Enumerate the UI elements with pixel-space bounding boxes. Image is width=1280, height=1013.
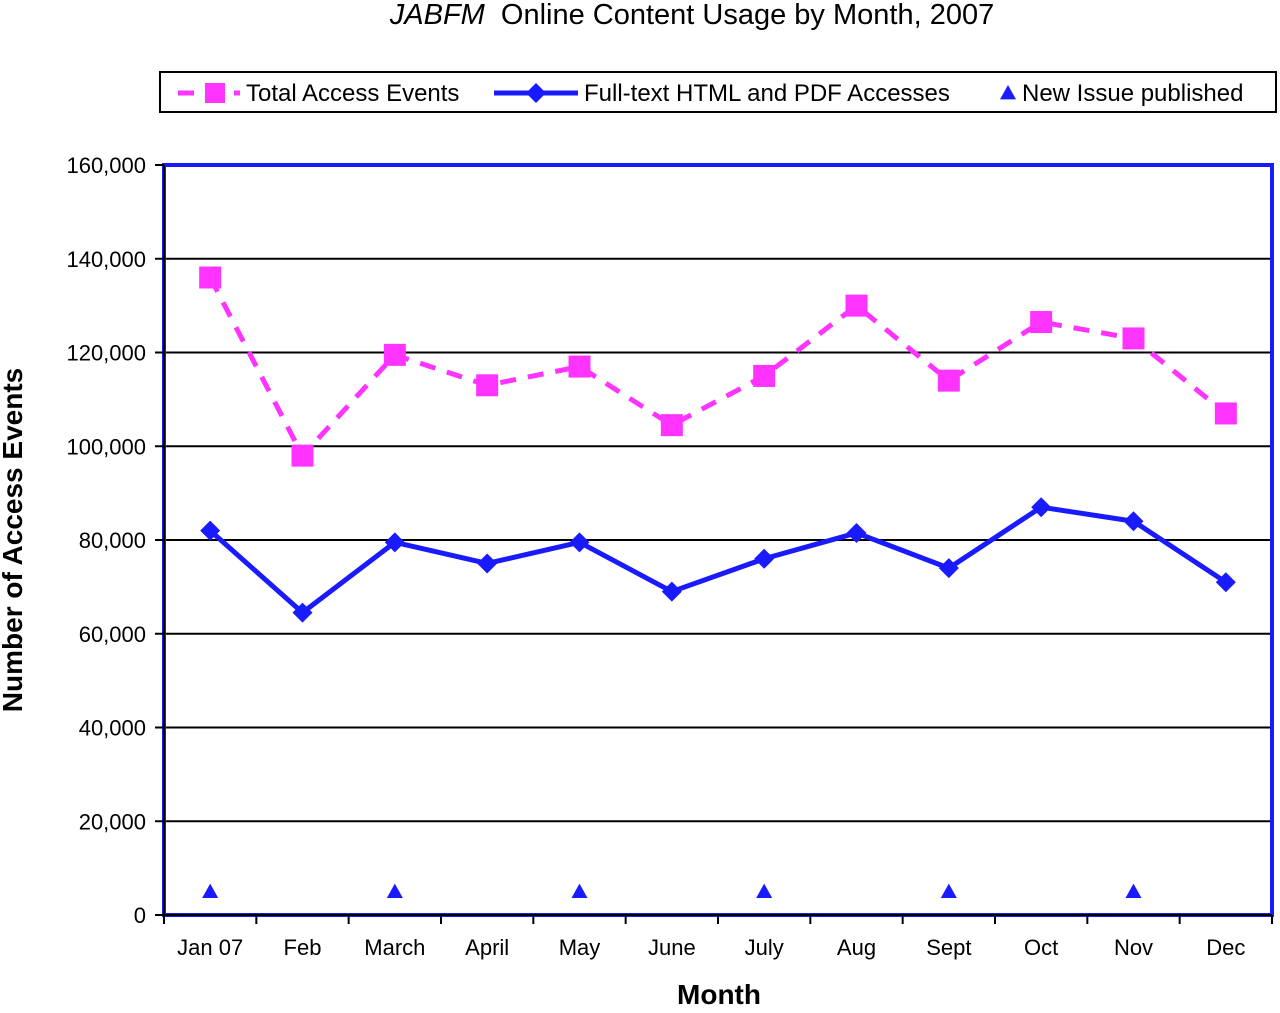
chart-title-rest: Online Content Usage by Month, 2007 [501, 0, 994, 31]
x-tick-label: Sept [926, 935, 971, 960]
y-tick-label: 20,000 [79, 809, 146, 834]
x-tick-label: Jan 07 [177, 935, 243, 960]
y-tick-label: 100,000 [66, 434, 146, 459]
x-tick-label: June [648, 935, 696, 960]
data-point-diamond [1031, 497, 1052, 518]
series-2 [202, 883, 1142, 898]
x-tick-label: Aug [837, 935, 876, 960]
series-line [208, 504, 1228, 616]
y-axis-title: Number of Access Events [0, 368, 28, 712]
x-tick-label: Nov [1114, 935, 1153, 960]
data-point-diamond [569, 532, 590, 553]
data-point-square [937, 369, 960, 392]
x-tick-label: May [559, 935, 601, 960]
legend-marker-diamond [526, 83, 546, 103]
data-point-square [1122, 327, 1145, 350]
data-point-square [291, 444, 314, 467]
series-layer [199, 266, 1237, 898]
legend-item: Total Access Events [178, 80, 459, 107]
data-point-square [660, 414, 683, 437]
y-tick-label: 80,000 [79, 528, 146, 553]
data-point-square [1214, 402, 1237, 425]
series-0 [199, 266, 1237, 467]
legend-item: Full-text HTML and PDF Accesses [494, 80, 950, 107]
legend-label: New Issue published [1022, 80, 1243, 107]
data-point-square [1030, 311, 1053, 334]
data-point-triangle [756, 883, 773, 898]
legend-label: Full-text HTML and PDF Accesses [584, 80, 950, 107]
data-point-diamond [938, 558, 959, 579]
x-tick-label: Feb [284, 935, 322, 960]
y-tick-label: 120,000 [66, 341, 146, 366]
y-tick-label: 160,000 [66, 153, 146, 178]
data-point-square [199, 266, 222, 289]
data-point-diamond [1215, 572, 1236, 593]
x-tick-label: March [364, 935, 425, 960]
series-1 [200, 497, 1236, 623]
data-point-triangle [386, 883, 403, 898]
data-point-diamond [846, 522, 867, 543]
series-line [207, 276, 1228, 459]
data-point-diamond [1123, 511, 1144, 532]
data-point-diamond [477, 553, 498, 574]
x-tick-label: Oct [1024, 935, 1058, 960]
x-ticks: Jan 07 Feb March April May June July Aug Sept Oct… [163, 915, 1273, 960]
data-point-triangle [1125, 883, 1142, 898]
data-point-square [845, 294, 868, 317]
data-point-triangle [571, 883, 588, 898]
legend-label: Total Access Events [246, 80, 459, 107]
data-point-triangle [202, 883, 219, 898]
x-tick-label: April [465, 935, 509, 960]
y-tick-label: 0 [134, 903, 146, 928]
x-tick-label: Dec [1206, 935, 1245, 960]
data-point-diamond [754, 548, 775, 569]
legend-box [159, 71, 1277, 113]
y-tick-label: 40,000 [79, 716, 146, 741]
data-point-triangle [940, 883, 957, 898]
y-ticks: 0 20,000 40,000 60,000 80,000 100,000 120,000 1… [66, 153, 164, 928]
legend-item: New Issue published [1000, 80, 1243, 107]
chart-title-italic: JABFM [389, 0, 486, 31]
gridlines [164, 257, 1272, 823]
data-point-diamond [292, 602, 313, 623]
data-point-square [476, 374, 499, 397]
x-axis-title: Month [677, 979, 761, 1008]
y-tick-label: 140,000 [66, 247, 146, 272]
data-point-diamond [661, 581, 682, 602]
data-point-diamond [200, 520, 221, 541]
data-point-square [568, 355, 591, 378]
y-tick-label: 60,000 [79, 622, 146, 647]
legend-marker-square [205, 83, 225, 103]
data-point-square [383, 343, 406, 366]
chart-title: JABFM Online Content Usage by Month, 200… [389, 0, 994, 31]
x-tick-label: July [745, 935, 784, 960]
data-point-diamond [384, 532, 405, 553]
data-point-square [753, 364, 776, 387]
legend-marker-triangle [1000, 85, 1016, 100]
legend: Total Access Events Full-text HTML and PD… [178, 80, 1243, 107]
